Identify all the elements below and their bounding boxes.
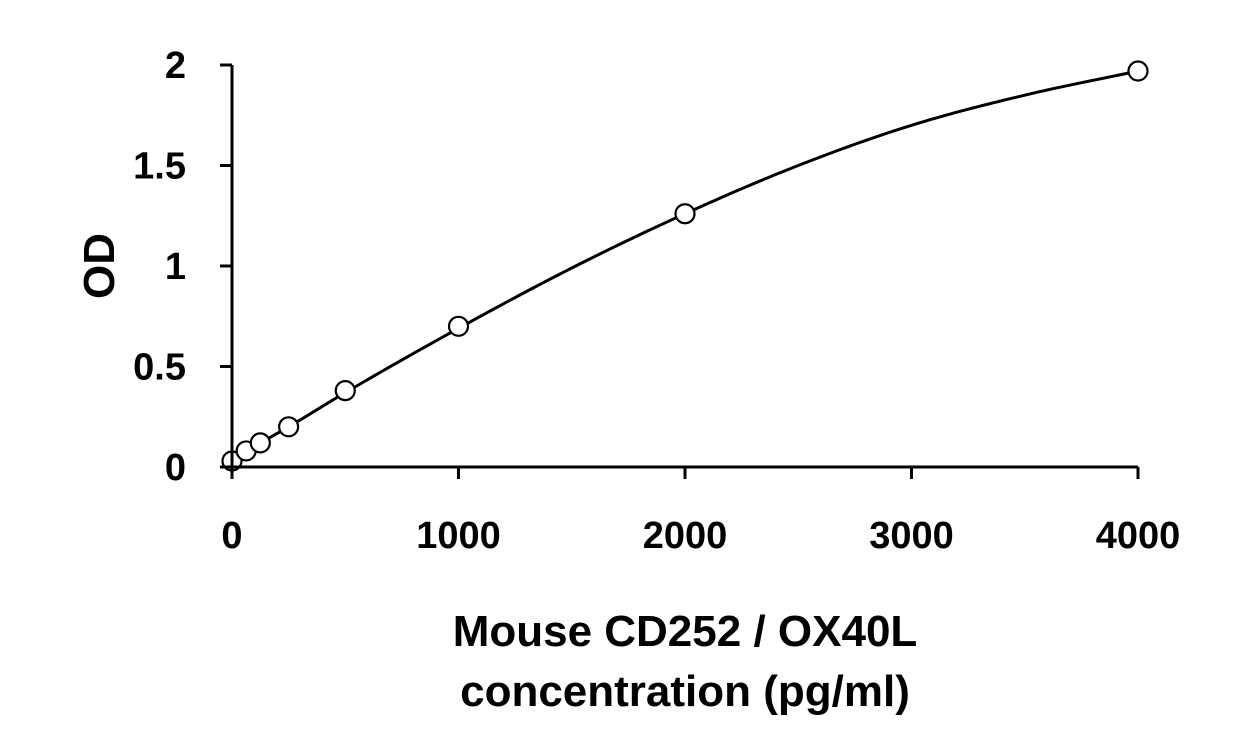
fit-curve-layer	[231, 69, 1139, 463]
data-point	[1127, 60, 1149, 82]
data-point	[447, 315, 470, 337]
ticks-layer: 0 0.5 1 1.5 2 0 1000 2000 3000 4000	[133, 45, 1180, 557]
y-tick-label: 2	[165, 45, 186, 87]
y-tick-label: 1.5	[133, 146, 186, 188]
data-point	[334, 380, 356, 402]
data-point	[278, 416, 300, 438]
axes-layer	[230, 65, 1138, 469]
y-tick-label: 1	[165, 246, 186, 288]
x-tick-label: 3000	[869, 515, 954, 557]
data-points-layer	[221, 60, 1149, 472]
data-point	[674, 203, 696, 225]
x-tick-label: 1000	[416, 515, 501, 557]
fit-curve	[231, 69, 1139, 463]
y-tick-label: 0.5	[133, 347, 186, 389]
x-axis-title-line-1: Mouse CD252 / OX40L	[453, 607, 918, 656]
x-tick-label: 2000	[643, 515, 728, 557]
y-tick-label: 0	[165, 447, 186, 489]
x-tick-label: 0	[221, 515, 242, 557]
x-axis-title-line-2: concentration (pg/ml)	[460, 667, 910, 716]
data-point	[249, 432, 271, 454]
y-axis-title: OD	[75, 233, 124, 299]
x-tick-label: 4000	[1096, 515, 1181, 557]
